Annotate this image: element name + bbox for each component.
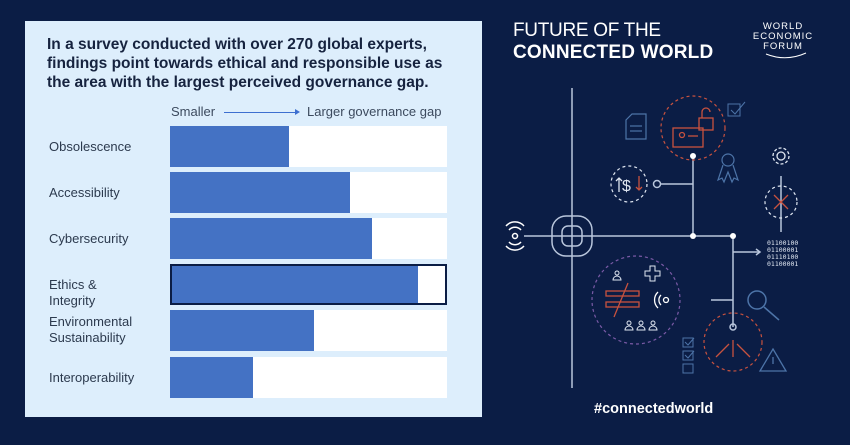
svg-text:01100100: 01100100 xyxy=(767,239,798,247)
bar-row: Obsolescence xyxy=(25,126,482,167)
hashtag: #connectedworld xyxy=(594,401,714,417)
checklist-icon xyxy=(682,337,695,374)
category-label: Obsolescence xyxy=(49,139,132,154)
category-label: Cybersecurity xyxy=(49,231,129,246)
checkbox-icon xyxy=(727,103,741,117)
bar-row: Accessibility xyxy=(25,172,482,213)
headline: In a survey conducted with over 270 glob… xyxy=(47,36,443,91)
award-icon xyxy=(716,153,740,184)
bar-track xyxy=(170,310,447,351)
bar xyxy=(170,126,290,167)
bar-row: Interoperability xyxy=(25,357,482,398)
scale-larger-label: Larger governance gap xyxy=(307,104,442,119)
bar-row: Cybersecurity xyxy=(25,218,482,259)
id-lock-icon xyxy=(672,107,714,148)
bar-track xyxy=(170,357,447,398)
svg-text:01110100: 01110100 xyxy=(767,253,798,261)
brand-title-line2: CONNECTED WORLD xyxy=(513,42,714,63)
wef-logo: WORLD ECONOMIC FORUM xyxy=(748,22,818,62)
category-label: Interoperability xyxy=(49,370,135,385)
wifi-icon xyxy=(505,221,525,251)
bar-track xyxy=(170,218,447,259)
bar-row: Environmental Sustainability xyxy=(25,310,482,351)
bar xyxy=(170,357,254,398)
category-label: Ethics & Integrity xyxy=(49,277,97,308)
bar-track xyxy=(170,172,447,213)
signal-icon xyxy=(653,291,670,309)
bar xyxy=(172,266,418,303)
bar-track xyxy=(170,126,447,167)
people-icon xyxy=(612,270,658,331)
svg-text:01100001: 01100001 xyxy=(767,246,798,254)
bar-row: Ethics & Integrity xyxy=(25,264,482,308)
bar xyxy=(170,218,373,259)
gear-icon xyxy=(772,147,790,165)
bar-track xyxy=(170,264,447,305)
scale-smaller-label: Smaller xyxy=(171,104,216,119)
converging-arrows-icon xyxy=(715,340,751,358)
warning-icon xyxy=(758,347,788,372)
plus-icon xyxy=(644,265,661,282)
chart-panel: In a survey conducted with over 270 glob… xyxy=(25,21,482,417)
magnifier-icon xyxy=(747,290,780,321)
scale-arrow-icon xyxy=(224,109,300,115)
brand-title-line1: FUTURE OF THE xyxy=(513,20,661,41)
x-icon xyxy=(773,194,789,210)
bar xyxy=(170,310,315,351)
category-label: Environmental Sustainability xyxy=(49,314,133,345)
bar xyxy=(170,172,351,213)
category-label: Accessibility xyxy=(49,185,120,200)
svg-text:01100001: 01100001 xyxy=(767,260,798,268)
document-icon xyxy=(625,113,647,140)
dollar-icon: $ xyxy=(622,178,631,195)
not-equal-icon xyxy=(605,282,640,318)
